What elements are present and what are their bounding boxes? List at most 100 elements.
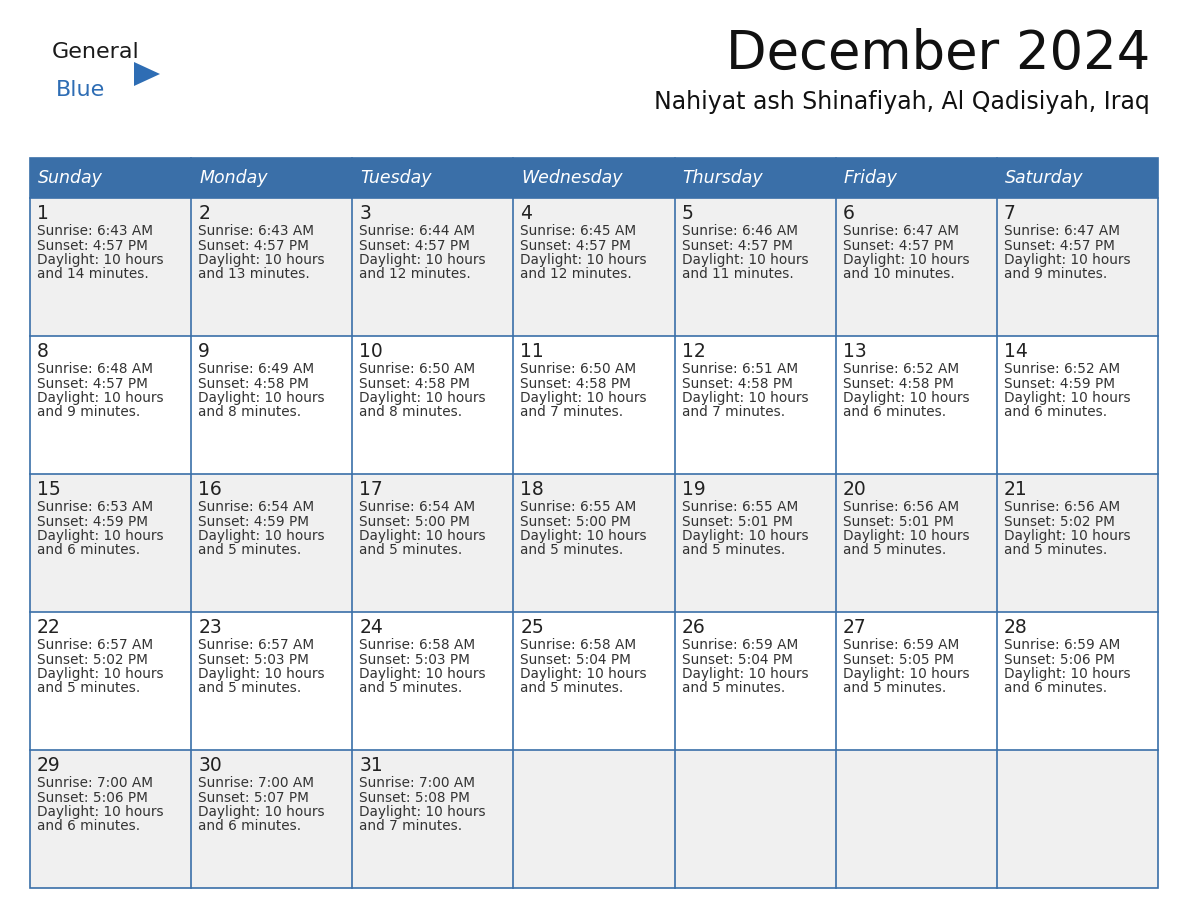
- Text: and 5 minutes.: and 5 minutes.: [359, 543, 462, 557]
- Text: Daylight: 10 hours: Daylight: 10 hours: [37, 391, 164, 405]
- Text: Sunrise: 6:43 AM: Sunrise: 6:43 AM: [37, 224, 153, 238]
- Text: Sunrise: 6:43 AM: Sunrise: 6:43 AM: [198, 224, 314, 238]
- Text: Sunset: 4:58 PM: Sunset: 4:58 PM: [842, 376, 954, 390]
- Text: Sunrise: 6:45 AM: Sunrise: 6:45 AM: [520, 224, 637, 238]
- Text: and 8 minutes.: and 8 minutes.: [359, 406, 462, 420]
- Bar: [513, 750, 675, 888]
- Text: Sunset: 5:03 PM: Sunset: 5:03 PM: [198, 653, 309, 666]
- Text: Daylight: 10 hours: Daylight: 10 hours: [842, 667, 969, 681]
- Text: Nahiyat ash Shinafiyah, Al Qadisiyah, Iraq: Nahiyat ash Shinafiyah, Al Qadisiyah, Ir…: [655, 90, 1150, 114]
- Text: Daylight: 10 hours: Daylight: 10 hours: [359, 253, 486, 267]
- Text: Sunrise: 6:58 AM: Sunrise: 6:58 AM: [359, 638, 475, 652]
- Text: Daylight: 10 hours: Daylight: 10 hours: [37, 805, 164, 819]
- Text: 9: 9: [198, 342, 210, 361]
- Text: Sunrise: 6:58 AM: Sunrise: 6:58 AM: [520, 638, 637, 652]
- Text: and 5 minutes.: and 5 minutes.: [682, 543, 785, 557]
- Text: and 8 minutes.: and 8 minutes.: [198, 406, 302, 420]
- Text: Daylight: 10 hours: Daylight: 10 hours: [682, 391, 808, 405]
- Text: Sunset: 4:59 PM: Sunset: 4:59 PM: [198, 514, 309, 529]
- Bar: [191, 158, 353, 198]
- Text: 27: 27: [842, 618, 866, 637]
- Text: Sunrise: 7:00 AM: Sunrise: 7:00 AM: [37, 776, 153, 790]
- Text: 16: 16: [198, 480, 222, 499]
- Text: Sunset: 4:58 PM: Sunset: 4:58 PM: [520, 376, 631, 390]
- Text: 8: 8: [37, 342, 49, 361]
- Bar: [675, 474, 835, 612]
- Text: and 6 minutes.: and 6 minutes.: [37, 820, 140, 834]
- Bar: [997, 474, 1158, 612]
- Bar: [353, 612, 513, 750]
- Bar: [513, 336, 675, 474]
- Text: Sunset: 4:57 PM: Sunset: 4:57 PM: [37, 376, 147, 390]
- Polygon shape: [134, 62, 160, 86]
- Text: Daylight: 10 hours: Daylight: 10 hours: [520, 391, 647, 405]
- Text: Daylight: 10 hours: Daylight: 10 hours: [198, 667, 324, 681]
- Bar: [353, 158, 513, 198]
- Text: Sunset: 5:00 PM: Sunset: 5:00 PM: [520, 514, 631, 529]
- Text: Sunset: 4:57 PM: Sunset: 4:57 PM: [842, 239, 954, 252]
- Text: Daylight: 10 hours: Daylight: 10 hours: [682, 529, 808, 543]
- Bar: [30, 474, 191, 612]
- Text: Daylight: 10 hours: Daylight: 10 hours: [198, 253, 324, 267]
- Text: Sunrise: 6:59 AM: Sunrise: 6:59 AM: [682, 638, 798, 652]
- Text: Daylight: 10 hours: Daylight: 10 hours: [842, 391, 969, 405]
- Text: and 6 minutes.: and 6 minutes.: [1004, 681, 1107, 696]
- Text: Daylight: 10 hours: Daylight: 10 hours: [1004, 667, 1131, 681]
- Bar: [997, 198, 1158, 336]
- Text: Sunset: 4:57 PM: Sunset: 4:57 PM: [520, 239, 631, 252]
- Text: Daylight: 10 hours: Daylight: 10 hours: [1004, 529, 1131, 543]
- Bar: [675, 198, 835, 336]
- Bar: [997, 612, 1158, 750]
- Bar: [30, 750, 191, 888]
- Text: 26: 26: [682, 618, 706, 637]
- Bar: [835, 474, 997, 612]
- Text: Sunset: 5:02 PM: Sunset: 5:02 PM: [1004, 514, 1114, 529]
- Text: Daylight: 10 hours: Daylight: 10 hours: [842, 253, 969, 267]
- Text: December 2024: December 2024: [726, 28, 1150, 80]
- Text: and 5 minutes.: and 5 minutes.: [520, 543, 624, 557]
- Bar: [835, 336, 997, 474]
- Text: Daylight: 10 hours: Daylight: 10 hours: [37, 253, 164, 267]
- Text: Daylight: 10 hours: Daylight: 10 hours: [359, 667, 486, 681]
- Text: Daylight: 10 hours: Daylight: 10 hours: [359, 391, 486, 405]
- Text: Blue: Blue: [56, 80, 106, 100]
- Text: and 9 minutes.: and 9 minutes.: [37, 406, 140, 420]
- Bar: [191, 612, 353, 750]
- Text: 30: 30: [198, 756, 222, 775]
- Text: Sunrise: 6:59 AM: Sunrise: 6:59 AM: [842, 638, 959, 652]
- Bar: [353, 198, 513, 336]
- Text: 31: 31: [359, 756, 383, 775]
- Text: 18: 18: [520, 480, 544, 499]
- Text: Sunday: Sunday: [38, 169, 103, 187]
- Text: and 13 minutes.: and 13 minutes.: [198, 267, 310, 282]
- Text: Sunrise: 7:00 AM: Sunrise: 7:00 AM: [198, 776, 314, 790]
- Bar: [835, 750, 997, 888]
- Text: Sunrise: 6:53 AM: Sunrise: 6:53 AM: [37, 500, 153, 514]
- Text: Sunset: 4:59 PM: Sunset: 4:59 PM: [37, 514, 148, 529]
- Text: 17: 17: [359, 480, 383, 499]
- Text: Sunset: 4:58 PM: Sunset: 4:58 PM: [198, 376, 309, 390]
- Text: 2: 2: [198, 204, 210, 223]
- Text: Sunrise: 6:49 AM: Sunrise: 6:49 AM: [198, 362, 315, 376]
- Bar: [353, 474, 513, 612]
- Text: Sunset: 5:04 PM: Sunset: 5:04 PM: [520, 653, 631, 666]
- Text: 23: 23: [198, 618, 222, 637]
- Bar: [30, 158, 191, 198]
- Text: 14: 14: [1004, 342, 1028, 361]
- Text: and 6 minutes.: and 6 minutes.: [842, 406, 946, 420]
- Text: 3: 3: [359, 204, 371, 223]
- Bar: [191, 336, 353, 474]
- Text: Sunset: 4:57 PM: Sunset: 4:57 PM: [682, 239, 792, 252]
- Text: Daylight: 10 hours: Daylight: 10 hours: [520, 529, 647, 543]
- Bar: [191, 474, 353, 612]
- Text: Sunset: 4:57 PM: Sunset: 4:57 PM: [359, 239, 470, 252]
- Text: Sunrise: 6:57 AM: Sunrise: 6:57 AM: [198, 638, 315, 652]
- Text: Sunset: 4:59 PM: Sunset: 4:59 PM: [1004, 376, 1114, 390]
- Bar: [513, 474, 675, 612]
- Text: 12: 12: [682, 342, 706, 361]
- Text: and 5 minutes.: and 5 minutes.: [198, 681, 302, 696]
- Text: Sunset: 5:01 PM: Sunset: 5:01 PM: [842, 514, 954, 529]
- Text: Sunrise: 6:48 AM: Sunrise: 6:48 AM: [37, 362, 153, 376]
- Text: and 12 minutes.: and 12 minutes.: [359, 267, 470, 282]
- Text: 5: 5: [682, 204, 694, 223]
